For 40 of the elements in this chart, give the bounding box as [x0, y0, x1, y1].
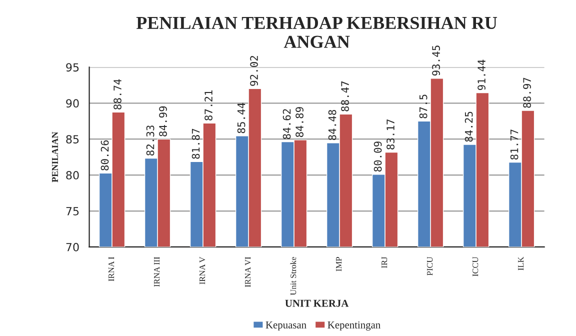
y-tick-label: 85 — [66, 135, 79, 144]
y-tick-label: 75 — [66, 207, 79, 216]
x-tick-label: IRNA VI — [245, 256, 251, 288]
data-label: 81.87 — [192, 128, 200, 159]
data-label: 84.62 — [282, 109, 291, 140]
legend-label: Kepuasan — [266, 322, 306, 331]
data-label: 87.5 — [419, 94, 428, 118]
data-label: 82.33 — [146, 126, 154, 156]
x-tick-label: ICCU — [472, 256, 478, 276]
x-tick-label: IRNA I — [108, 256, 114, 282]
data-label: 84.25 — [464, 112, 473, 142]
x-tick-label: PICU — [427, 256, 433, 276]
data-label: 84.48 — [328, 110, 336, 140]
data-label: 88.74 — [114, 79, 122, 110]
data-label: 84.89 — [296, 107, 304, 138]
data-label: 91.44 — [478, 60, 486, 90]
x-tick-label: Unit Stroke — [290, 256, 296, 296]
data-label: 93.45 — [432, 46, 440, 76]
data-label: 84.99 — [159, 106, 167, 136]
x-tick-label: IRNA III — [154, 256, 160, 287]
x-tick-label: IMP — [336, 257, 342, 272]
data-label: 83.17 — [386, 120, 394, 150]
data-label: 92.02 — [250, 56, 258, 86]
x-tick-label: IRNA V — [200, 256, 206, 284]
y-tick-label: 90 — [66, 99, 79, 108]
data-label: 85.44 — [237, 102, 246, 134]
data-label: 87.21 — [204, 90, 212, 120]
legend-label: Kepentingan — [328, 321, 380, 331]
x-axis-title: UNIT KERJA — [285, 300, 349, 307]
data-label: 81.77 — [510, 130, 518, 160]
data-label: 80.09 — [374, 142, 382, 172]
y-tick-label: 70 — [66, 242, 79, 252]
x-tick-label: ILK — [518, 256, 524, 270]
y-axis-title: PENILAIAN — [52, 132, 58, 182]
x-tick-label: IRJ — [382, 256, 388, 268]
data-label: 88.97 — [523, 78, 531, 108]
y-tick-label: 95 — [66, 63, 79, 72]
data-label: 88.47 — [341, 81, 349, 112]
y-tick-label: 80 — [66, 171, 79, 180]
data-label: 80.26 — [100, 140, 109, 170]
